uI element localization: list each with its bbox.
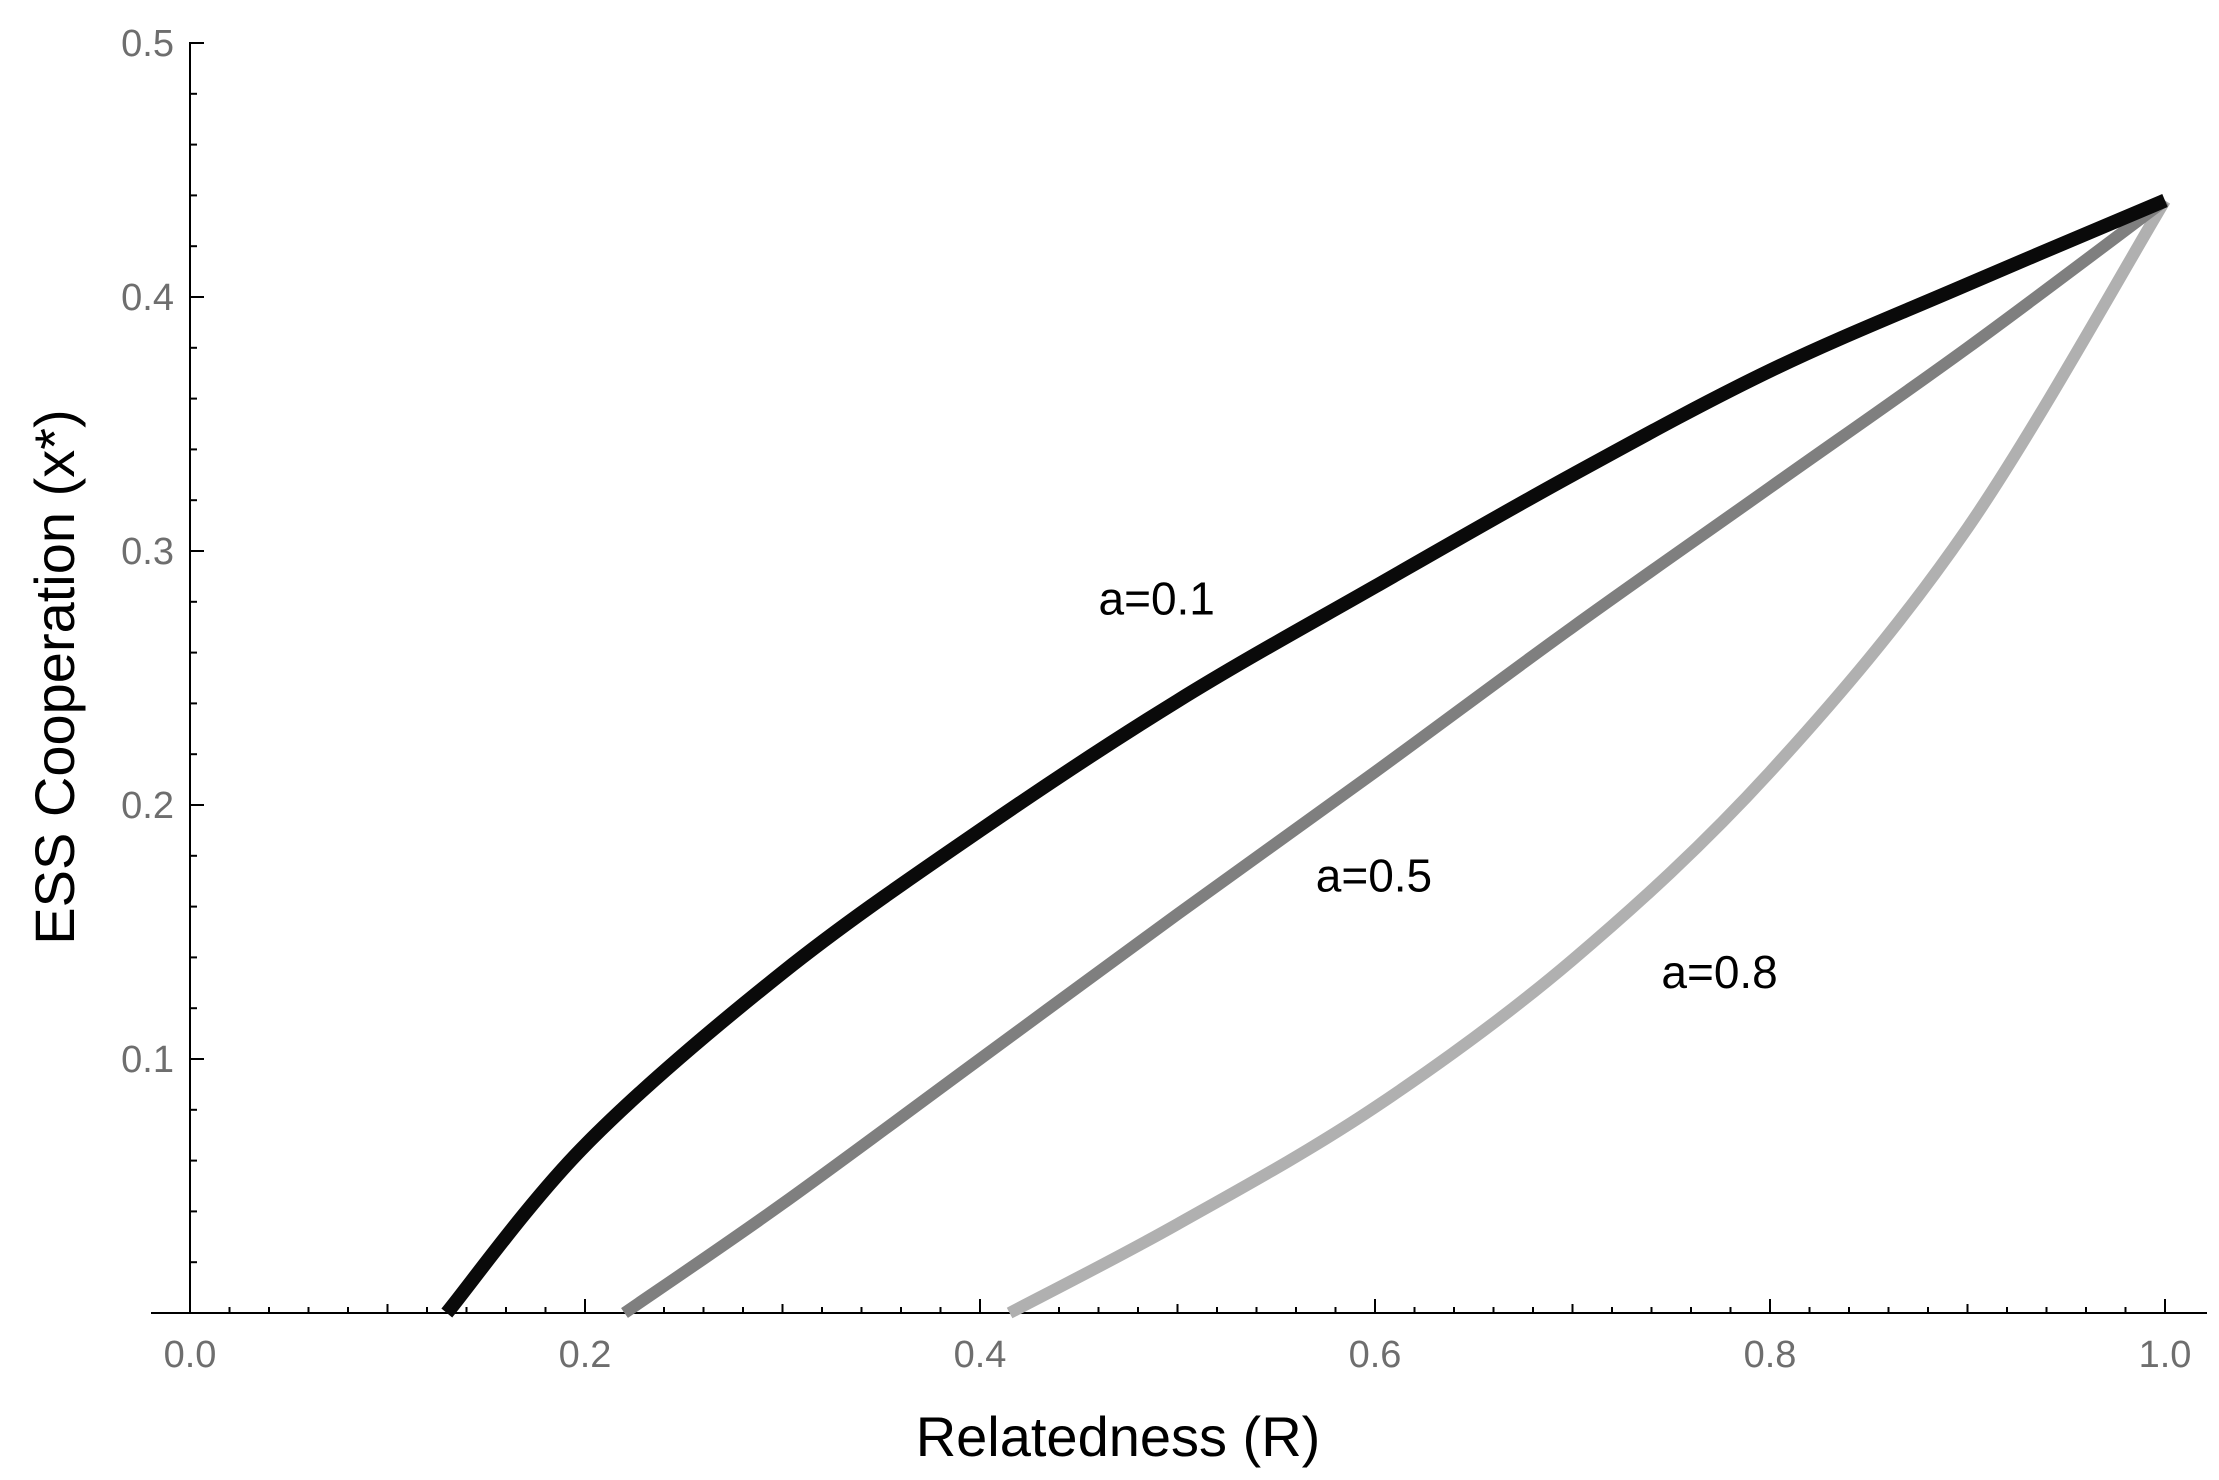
series-annotation: a=0.1 (1099, 573, 1215, 625)
series-annotations: a=0.1 a=0.5 a=0.8 (1099, 573, 1778, 998)
x-tick-label: 1.0 (2139, 1334, 2192, 1376)
y-tick-label: 0.4 (121, 277, 174, 319)
x-axis-ticks: 0.0 0.2 0.4 0.6 0.8 1.0 (164, 1299, 2192, 1376)
x-tick-label: 0.4 (954, 1334, 1007, 1376)
y-tick-label: 0.5 (121, 23, 174, 65)
x-tick-label: 0.8 (1744, 1334, 1797, 1376)
y-tick-label: 0.2 (121, 785, 174, 827)
series-lines (441, 194, 2171, 1319)
x-axis-title: Relatedness (R) (916, 1405, 1321, 1468)
series-line-a-0-5 (621, 195, 2169, 1318)
x-axis: 0.0 0.2 0.4 0.6 0.8 1.0 (151, 1299, 2207, 1376)
series-line-a-0-1 (441, 194, 2168, 1318)
x-tick-label: 0.2 (559, 1334, 612, 1376)
y-tick-label: 0.3 (121, 531, 174, 573)
y-axis-ticks: 0.1 0.2 0.3 0.4 0.5 (121, 23, 204, 1264)
series-line-a-0-8 (1006, 197, 2171, 1319)
x-tick-label: 0.6 (1349, 1334, 1402, 1376)
x-tick-label: 0.0 (164, 1334, 217, 1376)
series-annotation: a=0.8 (1661, 946, 1777, 998)
y-axis-title: ESS Cooperation (x*) (23, 409, 86, 944)
y-tick-label: 0.1 (121, 1039, 174, 1081)
y-axis: 0.1 0.2 0.3 0.4 0.5 (121, 23, 204, 1313)
series-annotation: a=0.5 (1316, 849, 1432, 901)
